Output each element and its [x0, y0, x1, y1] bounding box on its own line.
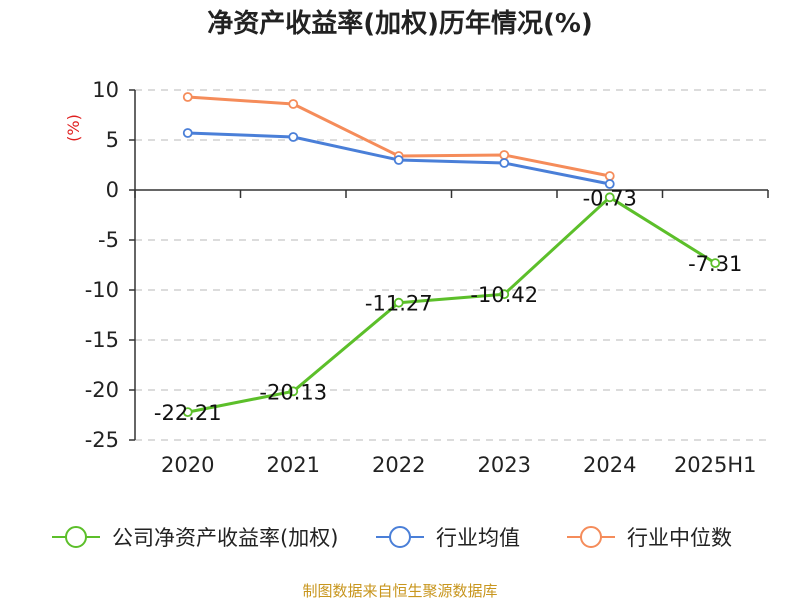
x-tick-label: 2025H1	[674, 453, 757, 477]
data-point	[393, 155, 404, 165]
y-tick-label: 5	[106, 128, 119, 152]
data-point	[393, 297, 404, 308]
series-line	[187, 195, 717, 414]
data-point	[499, 158, 510, 168]
data-labels: -22.21 -20.13 -11.27 -10.42 -0.73 -7.31	[154, 186, 743, 425]
data-point	[182, 128, 193, 138]
data-point	[604, 179, 615, 189]
data-point	[182, 407, 193, 418]
gridlines	[135, 89, 768, 441]
legend-label: 行业中位数	[627, 526, 732, 550]
y-tick-label: -5	[98, 228, 119, 252]
legend: 公司净资产收益率(加权) 行业均值 行业中位数	[52, 526, 732, 550]
data-label: -10.42	[470, 283, 538, 307]
data-point	[710, 258, 721, 269]
y-tick-label: -10	[85, 278, 119, 302]
y-tick-label: 0	[106, 178, 119, 202]
x-tick-label: 2024	[583, 453, 636, 477]
axes: 10 5 0 -5 -10 -15 -20 -25 2020 2021 2022 2023 2024 20…	[85, 78, 769, 477]
data-point	[499, 150, 510, 160]
y-tick-label: -25	[85, 428, 119, 452]
y-tick-label: -20	[85, 378, 119, 402]
legend-swatch-marker	[580, 526, 602, 548]
data-label: -20.13	[259, 380, 327, 404]
data-label: -22.21	[154, 401, 222, 425]
data-point	[288, 386, 299, 397]
y-tick-label: -15	[85, 328, 119, 352]
y-tick-label: 10	[92, 78, 119, 102]
legend-swatch-marker	[65, 526, 87, 548]
source-note: 制图数据来自恒生聚源数据库	[302, 582, 497, 600]
data-label: -11.27	[365, 292, 433, 316]
data-point	[604, 171, 615, 181]
x-tick-label: 2020	[161, 453, 214, 477]
x-tick-label: 2023	[478, 453, 531, 477]
data-label: -7.31	[688, 252, 742, 276]
data-point	[182, 92, 193, 102]
data-point	[499, 289, 510, 300]
x-tick-label: 2022	[372, 453, 425, 477]
x-tick-label: 2021	[267, 453, 320, 477]
series-group	[182, 92, 721, 418]
data-point	[288, 132, 299, 142]
data-point	[604, 192, 615, 203]
legend-label: 行业均值	[436, 526, 520, 550]
data-label: -0.73	[583, 186, 637, 210]
chart-title: 净资产收益率(加权)历年情况(%)	[207, 8, 593, 39]
data-point	[288, 99, 299, 109]
legend-swatch-marker	[389, 526, 411, 548]
legend-label: 公司净资产收益率(加权)	[112, 526, 338, 550]
y-axis-unit: (%)	[64, 114, 83, 142]
